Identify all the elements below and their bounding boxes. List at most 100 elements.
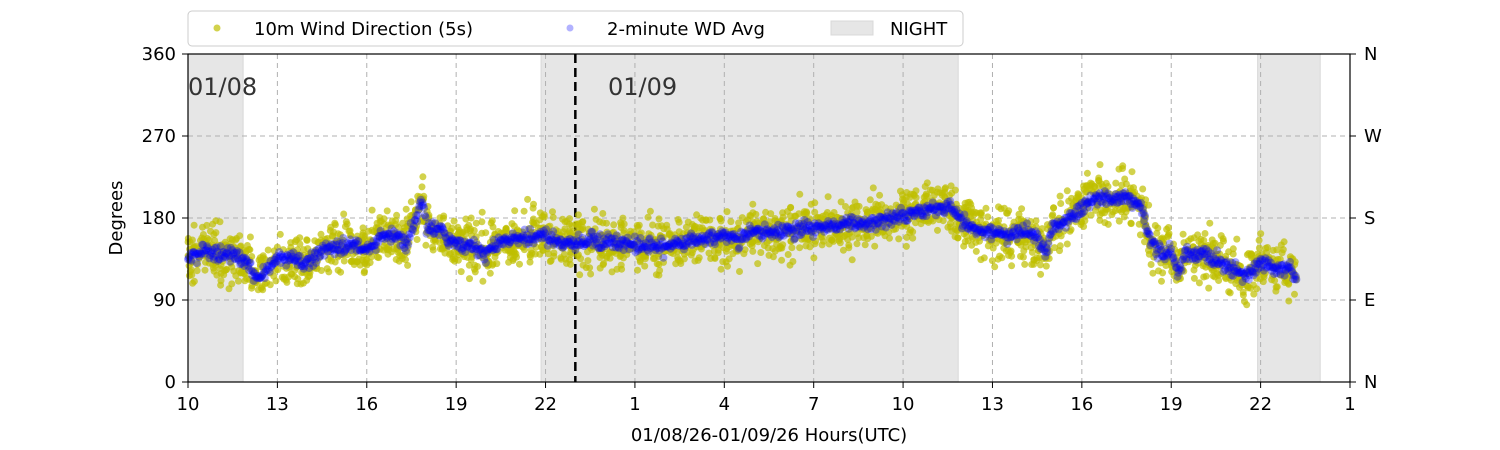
point-avg xyxy=(443,239,452,248)
point-avg xyxy=(973,228,982,237)
point-avg xyxy=(800,216,809,224)
point-avg xyxy=(984,226,993,234)
point-5s xyxy=(296,234,304,242)
point-5s xyxy=(530,219,538,227)
point-avg xyxy=(868,219,877,228)
point-avg xyxy=(847,222,856,231)
point-avg xyxy=(655,246,664,255)
point-avg xyxy=(763,229,772,238)
point-5s xyxy=(418,183,426,191)
point-avg xyxy=(1133,198,1142,207)
point-5s xyxy=(786,212,794,220)
point-avg xyxy=(435,222,444,231)
point-avg xyxy=(516,234,524,243)
date-label-0108: 01/08 xyxy=(188,73,257,101)
point-avg xyxy=(1157,251,1166,260)
point-avg xyxy=(234,256,243,265)
point-avg xyxy=(1022,230,1031,239)
point-avg xyxy=(393,229,402,238)
point-5s xyxy=(975,222,983,230)
point-5s xyxy=(209,261,217,268)
point-avg xyxy=(1084,199,1092,207)
point-avg xyxy=(503,237,512,245)
point-5s xyxy=(949,210,957,218)
point-5s xyxy=(701,226,709,234)
point-avg xyxy=(1263,262,1272,271)
point-avg xyxy=(547,230,556,239)
point-avg xyxy=(502,235,511,244)
point-avg xyxy=(696,234,705,243)
point-5s xyxy=(331,221,339,229)
point-5s xyxy=(448,224,456,232)
point-avg xyxy=(533,229,542,238)
point-avg xyxy=(471,244,480,253)
point-avg xyxy=(501,233,510,242)
point-5s xyxy=(377,228,385,236)
point-avg xyxy=(706,231,715,240)
point-avg xyxy=(590,234,599,243)
point-5s xyxy=(800,225,808,233)
point-5s xyxy=(972,228,980,236)
point-avg xyxy=(1231,258,1240,267)
point-5s xyxy=(1180,267,1188,275)
point-avg xyxy=(565,238,574,246)
point-avg xyxy=(265,267,274,276)
point-avg xyxy=(671,234,680,243)
point-avg xyxy=(1137,209,1146,218)
point-5s xyxy=(1019,253,1027,261)
point-avg xyxy=(1113,198,1122,207)
point-5s xyxy=(549,208,556,216)
point-5s xyxy=(771,217,779,225)
point-avg xyxy=(754,224,763,233)
point-5s xyxy=(818,241,826,249)
point-5s xyxy=(700,241,708,249)
point-avg xyxy=(1068,214,1077,223)
point-avg xyxy=(1091,194,1100,203)
point-avg xyxy=(1097,191,1106,200)
point-avg xyxy=(921,204,930,213)
point-avg xyxy=(532,231,541,240)
point-avg xyxy=(447,234,456,243)
point-avg xyxy=(1026,231,1035,240)
point-avg xyxy=(1171,263,1180,272)
point-avg xyxy=(1125,192,1134,201)
point-avg xyxy=(196,249,205,258)
point-avg xyxy=(759,228,768,237)
point-avg xyxy=(306,253,315,262)
point-5s xyxy=(422,217,430,225)
point-avg xyxy=(715,231,724,240)
point-avg xyxy=(805,221,814,230)
point-avg xyxy=(424,226,433,234)
point-avg xyxy=(1030,236,1039,245)
point-5s xyxy=(403,215,411,223)
point-avg xyxy=(611,234,619,243)
point-avg xyxy=(864,217,873,226)
point-avg xyxy=(692,238,701,247)
point-avg xyxy=(1187,248,1195,257)
point-5s xyxy=(572,245,580,253)
point-avg xyxy=(1228,258,1237,267)
point-avg xyxy=(687,240,696,249)
point-5s xyxy=(813,214,821,222)
point-5s xyxy=(567,248,575,256)
point-5s xyxy=(574,251,582,259)
point-5s xyxy=(396,252,404,260)
point-5s xyxy=(194,260,202,268)
point-avg xyxy=(865,219,874,228)
point-avg xyxy=(1122,191,1130,200)
point-5s xyxy=(655,215,663,223)
point-avg xyxy=(875,212,884,221)
point-5s xyxy=(248,284,256,292)
point-avg xyxy=(518,233,527,242)
point-avg xyxy=(950,208,959,217)
point-avg xyxy=(924,208,932,217)
point-5s xyxy=(296,240,304,248)
point-avg xyxy=(1004,233,1012,242)
point-avg xyxy=(1172,263,1181,272)
point-avg xyxy=(893,213,902,222)
point-avg xyxy=(534,234,543,243)
point-5s xyxy=(1030,260,1038,268)
point-5s xyxy=(1273,283,1281,291)
point-avg xyxy=(960,210,969,219)
y2-tick-label: N xyxy=(1364,372,1377,393)
